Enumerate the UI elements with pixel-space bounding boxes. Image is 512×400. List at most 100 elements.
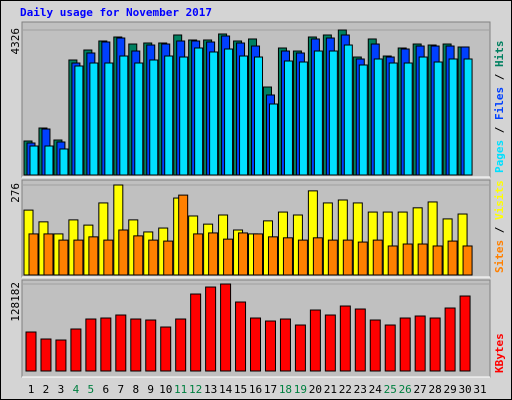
bar <box>369 319 381 372</box>
bar <box>418 56 428 176</box>
bar <box>134 62 144 176</box>
x-tick-label: 25 <box>384 383 397 396</box>
legend-entry: Sites <box>493 240 506 273</box>
bar <box>104 62 114 176</box>
bar <box>119 55 129 176</box>
bar <box>459 295 471 372</box>
bar <box>239 55 249 176</box>
bar <box>384 324 396 372</box>
bar <box>432 245 443 276</box>
x-tick-label: 21 <box>324 383 337 396</box>
bar <box>224 48 234 176</box>
x-tick-label: 9 <box>147 383 154 396</box>
bar <box>373 58 383 176</box>
bar <box>238 232 249 276</box>
x-tick-label: 4 <box>73 383 80 396</box>
x-tick-label: 7 <box>117 383 124 396</box>
bar <box>88 236 99 276</box>
legend-entry: KBytes <box>493 333 506 373</box>
x-tick-label: 30 <box>458 383 471 396</box>
bar <box>339 305 351 372</box>
bar <box>402 243 413 276</box>
bar <box>387 245 398 276</box>
bar <box>312 237 323 276</box>
legend-entry: Hits <box>493 41 506 68</box>
bar <box>148 239 159 276</box>
x-tick-label: 19 <box>294 383 307 396</box>
bar <box>73 239 84 276</box>
bar <box>100 317 112 372</box>
bar <box>324 314 336 372</box>
bar <box>44 145 54 176</box>
bar <box>343 44 353 176</box>
x-tick-label: 18 <box>279 383 292 396</box>
bar <box>209 51 219 176</box>
bar <box>328 50 338 176</box>
bar <box>309 309 321 372</box>
bar <box>29 145 39 176</box>
bar <box>342 239 353 276</box>
bar <box>130 318 142 372</box>
legend-separator: / <box>493 67 506 87</box>
bar <box>58 239 69 276</box>
bar <box>223 238 234 276</box>
bar <box>133 235 144 276</box>
x-tick-label: 26 <box>399 383 412 396</box>
bar <box>253 233 264 276</box>
x-tick-label: 31 <box>473 383 486 396</box>
x-tick-label: 27 <box>414 383 427 396</box>
bar <box>250 317 262 372</box>
legend: Sites / Visits <box>493 180 506 273</box>
bar <box>190 293 202 372</box>
bar <box>25 331 37 372</box>
bar <box>297 239 308 276</box>
bar <box>235 301 247 372</box>
legend-entry: Visits <box>493 180 506 220</box>
bar <box>85 318 97 372</box>
bar <box>145 319 157 372</box>
bar <box>399 317 411 372</box>
bar <box>268 103 278 176</box>
bar <box>294 324 306 372</box>
x-tick-label: 15 <box>234 383 247 396</box>
bar <box>283 60 293 176</box>
bar <box>208 232 219 276</box>
legend-separator: / <box>493 120 506 140</box>
bar <box>447 240 458 276</box>
bar <box>220 283 232 372</box>
bar <box>444 307 456 372</box>
x-tick-label: 14 <box>219 383 233 396</box>
bar <box>254 56 264 176</box>
bar <box>74 65 84 176</box>
bar <box>70 328 82 372</box>
x-tick-label: 28 <box>429 383 442 396</box>
bar <box>118 229 129 276</box>
bar <box>193 233 204 276</box>
legend: Pages / Files / Hits <box>493 41 506 174</box>
bar <box>313 50 323 176</box>
bar <box>28 233 39 276</box>
x-tick-label: 11 <box>174 383 187 396</box>
bar <box>417 243 428 276</box>
bar <box>388 62 398 176</box>
x-tick-label: 2 <box>43 383 50 396</box>
bar <box>43 233 54 276</box>
bar <box>414 315 426 372</box>
bar <box>327 239 338 276</box>
bar <box>463 58 473 176</box>
bar <box>264 320 276 372</box>
bar <box>433 61 443 176</box>
legend-entry: Files <box>493 87 506 120</box>
x-tick-label: 1 <box>28 383 35 396</box>
x-tick-label: 10 <box>159 383 172 396</box>
bar <box>194 47 204 176</box>
bar <box>358 64 368 176</box>
legend: KBytes <box>493 333 506 373</box>
x-tick-label: 20 <box>309 383 322 396</box>
bar <box>298 61 308 176</box>
bar <box>403 62 413 176</box>
bar <box>179 56 189 176</box>
bar <box>178 194 189 276</box>
x-tick-label: 5 <box>88 383 95 396</box>
